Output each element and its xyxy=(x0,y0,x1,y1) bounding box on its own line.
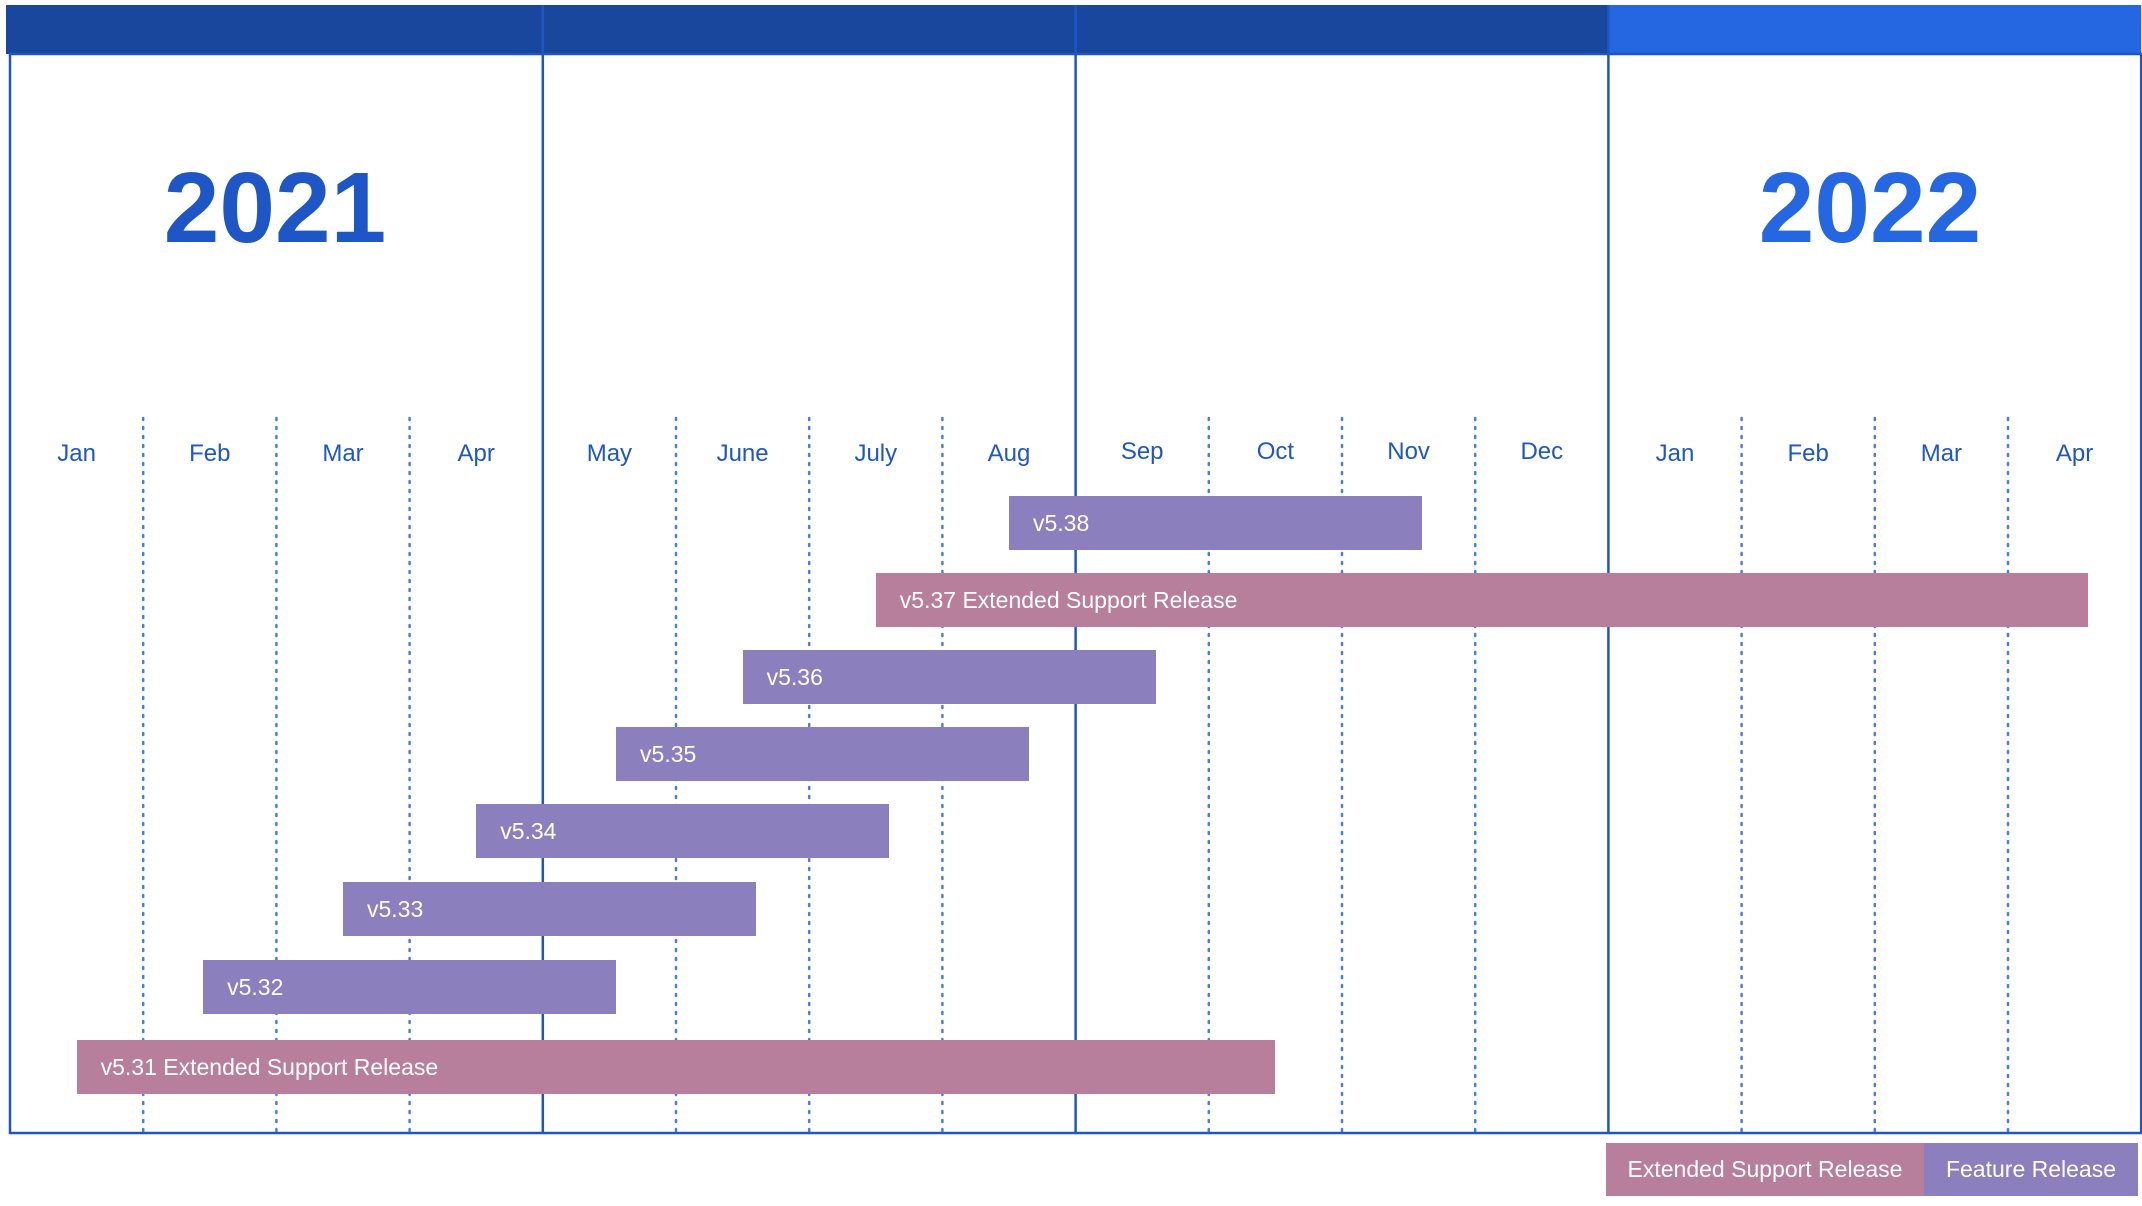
month-label: Nov xyxy=(1387,438,1430,465)
release-bar: v5.35 xyxy=(616,727,1029,781)
month-label: Apr xyxy=(457,440,495,467)
header-band-1 xyxy=(6,5,543,54)
month-label: Sep xyxy=(1120,438,1164,465)
release-bar: v5.37 Extended Support Release xyxy=(875,573,2088,627)
month-label: Jan xyxy=(1655,440,1695,467)
release-bar: v5.33 xyxy=(343,882,756,936)
month-label: Feb xyxy=(189,440,231,467)
month-label: Feb xyxy=(1787,440,1829,467)
month-label: July xyxy=(854,440,898,467)
year-title-2021: 2021 xyxy=(163,152,387,264)
year-title-2022: 2022 xyxy=(1758,152,1982,264)
legend-extended-support-release: Extended Support Release xyxy=(1606,1143,1924,1196)
month-label: May xyxy=(586,440,633,467)
month-label: Jan xyxy=(57,440,96,467)
month-label: Oct xyxy=(1256,438,1295,465)
month-label: June xyxy=(716,440,769,467)
header-band-2 xyxy=(542,5,1076,54)
month-label: Aug xyxy=(987,440,1031,467)
header-band-3 xyxy=(1075,5,1609,54)
header-band-4 xyxy=(1608,5,2142,54)
release-bar: v5.32 xyxy=(203,960,617,1014)
month-label: Mar xyxy=(1920,440,1963,467)
month-label: Apr xyxy=(2055,440,2094,467)
month-label: Dec xyxy=(1520,438,1564,465)
release-bar: v5.34 xyxy=(476,804,890,858)
legend-feature-release: Feature Release xyxy=(1924,1143,2138,1196)
release-bar: v5.31 Extended Support Release xyxy=(76,1040,1276,1094)
release-bar: v5.38 xyxy=(1009,496,1422,550)
release-bar: v5.36 xyxy=(742,650,1156,704)
month-label: Mar xyxy=(322,440,364,467)
